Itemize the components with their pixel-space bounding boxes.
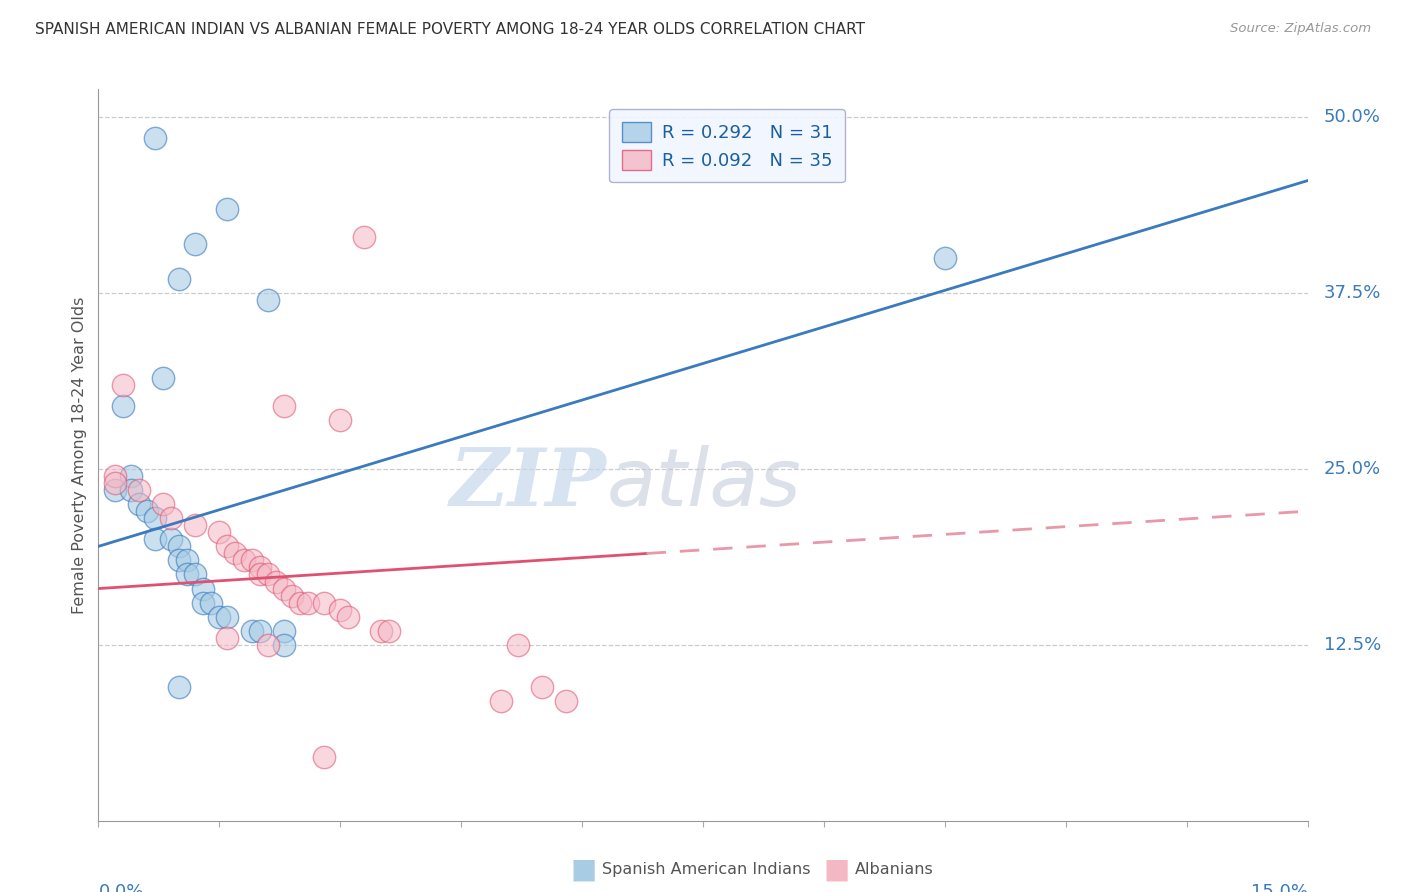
Point <box>273 638 295 652</box>
Text: ZIP: ZIP <box>450 445 606 523</box>
Point <box>337 609 360 624</box>
Point <box>208 525 231 540</box>
Point <box>249 560 271 574</box>
Point <box>111 399 134 413</box>
Point <box>491 694 513 708</box>
Point <box>217 609 239 624</box>
Point <box>160 511 183 525</box>
Point <box>152 370 174 384</box>
Point <box>377 624 399 638</box>
Point <box>128 497 150 511</box>
Point <box>176 567 198 582</box>
Point <box>370 624 392 638</box>
Point <box>240 553 263 567</box>
Point <box>288 596 311 610</box>
Point <box>256 293 278 308</box>
Point <box>135 504 157 518</box>
Point <box>208 609 231 624</box>
Point <box>329 413 352 427</box>
Text: 15.0%: 15.0% <box>1250 882 1308 892</box>
Point <box>353 230 375 244</box>
Point <box>120 469 142 483</box>
Point <box>273 582 295 596</box>
Point <box>273 624 295 638</box>
Point <box>329 602 352 616</box>
Text: Spanish American Indians: Spanish American Indians <box>602 863 810 877</box>
Point <box>249 624 271 638</box>
Point <box>232 553 254 567</box>
Point <box>530 680 553 694</box>
Point <box>167 553 190 567</box>
Point <box>103 476 125 491</box>
Point <box>273 399 295 413</box>
Text: 50.0%: 50.0% <box>1323 108 1381 127</box>
Point <box>555 694 578 708</box>
Text: Source: ZipAtlas.com: Source: ZipAtlas.com <box>1230 22 1371 36</box>
Text: 37.5%: 37.5% <box>1323 285 1381 302</box>
Point <box>120 483 142 497</box>
Text: SPANISH AMERICAN INDIAN VS ALBANIAN FEMALE POVERTY AMONG 18-24 YEAR OLDS CORRELA: SPANISH AMERICAN INDIAN VS ALBANIAN FEMA… <box>35 22 865 37</box>
Point <box>264 574 287 589</box>
Point <box>297 596 319 610</box>
Point <box>152 497 174 511</box>
Point <box>103 483 125 497</box>
Point <box>240 624 263 638</box>
Point <box>160 533 183 547</box>
Point <box>111 377 134 392</box>
Point <box>103 469 125 483</box>
Legend: R = 0.292   N = 31, R = 0.092   N = 35: R = 0.292 N = 31, R = 0.092 N = 35 <box>609 109 845 182</box>
Point <box>143 131 166 145</box>
Y-axis label: Female Poverty Among 18-24 Year Olds: Female Poverty Among 18-24 Year Olds <box>72 296 87 614</box>
Point <box>217 202 239 216</box>
Point <box>281 589 304 603</box>
Text: 12.5%: 12.5% <box>1323 636 1381 654</box>
Point <box>143 511 166 525</box>
Point <box>314 596 336 610</box>
Point <box>176 553 198 567</box>
Point <box>143 533 166 547</box>
Point <box>224 546 246 560</box>
Point <box>256 567 278 582</box>
Point <box>184 236 207 251</box>
Text: ■: ■ <box>824 855 849 884</box>
Text: 0.0%: 0.0% <box>98 882 143 892</box>
Point <box>249 567 271 582</box>
Point <box>217 631 239 645</box>
Text: 25.0%: 25.0% <box>1323 460 1381 478</box>
Point <box>934 251 956 265</box>
Point <box>184 567 207 582</box>
Point <box>256 638 278 652</box>
Point <box>128 483 150 497</box>
Point <box>167 539 190 553</box>
Text: atlas: atlas <box>606 445 801 524</box>
Text: ■: ■ <box>571 855 596 884</box>
Point <box>184 518 207 533</box>
Point <box>193 596 215 610</box>
Point <box>217 539 239 553</box>
Point <box>193 582 215 596</box>
Point <box>506 638 529 652</box>
Point <box>200 596 222 610</box>
Point <box>167 272 190 286</box>
Point <box>314 750 336 764</box>
Point <box>167 680 190 694</box>
Text: Albanians: Albanians <box>855 863 934 877</box>
